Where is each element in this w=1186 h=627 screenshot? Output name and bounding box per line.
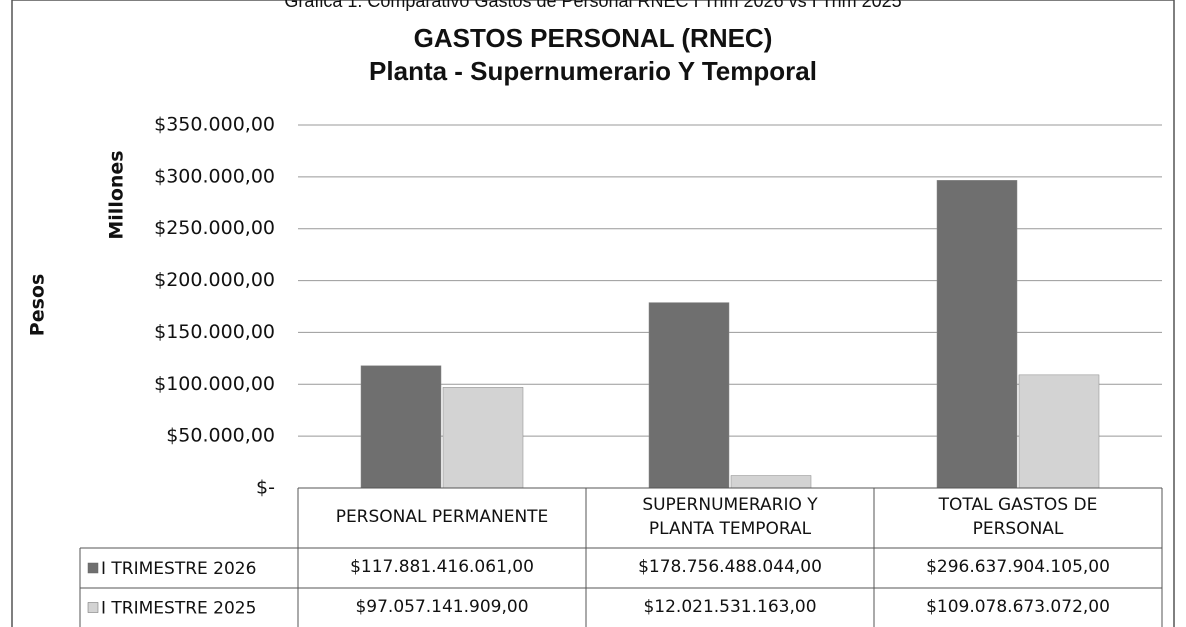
category-label-box: PERSONAL PERMANENTE [335,507,549,528]
bar [442,387,524,489]
legend-label: I TRIMESTRE 2026 [101,559,256,579]
table-value-box: $109.078.673.072,00 [926,596,1110,617]
category-label: PERSONAL PERMANENTE [335,507,549,528]
y-unit-label: Millones [106,150,128,239]
chart-title: GASTOS PERSONAL (RNEC) [414,23,773,53]
table-value-box: $296.637.904.105,00 [926,557,1110,578]
y-tick-label: $200.000,00 [154,269,275,291]
y-tick-label: $50.000,00 [166,425,275,447]
table-value-box: $97.057.141.909,00 [355,596,529,617]
legend-label: I TRIMESTRE 2025 [101,599,256,619]
table-value: $296.637.904.105,00 [926,557,1110,578]
bar [936,180,1018,489]
legend-key [87,562,99,574]
chart-subtitle: Planta - Supernumerario Y Temporal [369,56,817,86]
table-value: $109.078.673.072,00 [926,596,1110,617]
y-tick-label: $250.000,00 [154,217,275,239]
table-value: $178.756.488.044,00 [638,557,822,578]
bar [730,475,812,489]
y-tick-label: $350.000,00 [154,114,275,136]
table-value: $97.057.141.909,00 [355,596,529,617]
legend-key [87,602,99,613]
category-label-box: SUPERNUMERARIO Y PLANTA TEMPORAL [642,495,818,539]
y-tick-label: $- [256,477,275,499]
table-value-box: $12.021.531.163,00 [643,596,817,617]
bar [648,302,730,489]
table-value: $117.881.416.061,00 [350,557,534,578]
y-tick-label: $300.000,00 [154,165,275,187]
bar [360,365,442,489]
table-value-box: $117.881.416.061,00 [350,557,534,578]
y-tick-label: $150.000,00 [154,321,275,343]
table-value: $12.021.531.163,00 [643,596,817,617]
y-axis-title: Pesos [27,274,49,336]
bar [1018,374,1100,489]
category-label: TOTAL GASTOS DE PERSONAL [938,495,1098,539]
table-value-box: $178.756.488.044,00 [638,557,822,578]
category-label-box: TOTAL GASTOS DE PERSONAL [938,495,1098,539]
category-label: SUPERNUMERARIO Y PLANTA TEMPORAL [642,495,818,539]
caption: Gráfica 1. Comparativo Gastos de Persona… [284,0,901,11]
y-tick-label: $100.000,00 [154,373,275,395]
